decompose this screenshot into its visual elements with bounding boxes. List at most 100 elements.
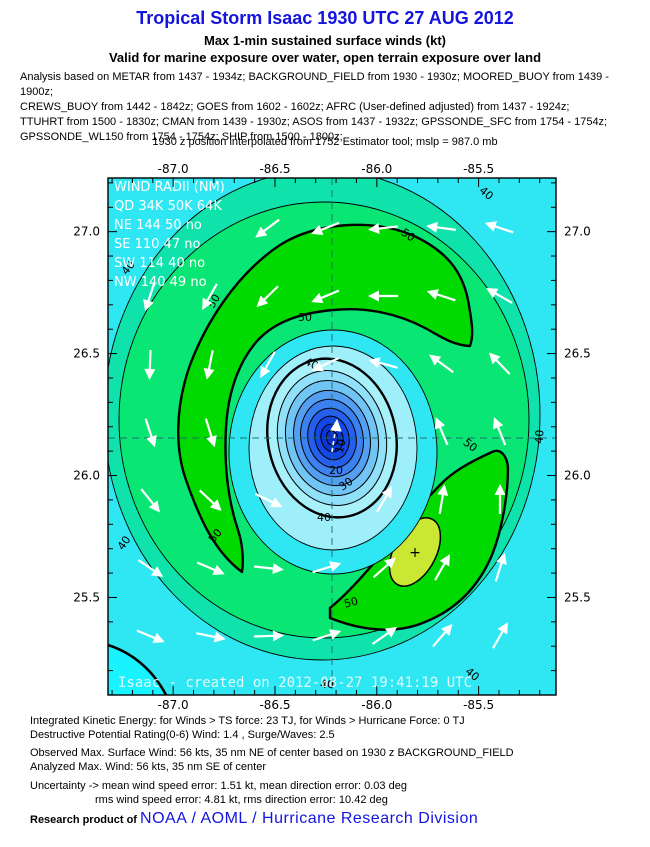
analysis-sources-block: Analysis based on METAR from 1437 - 1934… xyxy=(20,70,635,145)
wind-arrow xyxy=(434,554,450,581)
wind-arrow xyxy=(255,218,280,238)
contour-corner xyxy=(108,643,168,695)
wind-arrow xyxy=(196,631,226,643)
lon-tick-label-bottom: -85.5 xyxy=(463,698,494,712)
lat-tick-label-left: 27.0 xyxy=(73,225,100,239)
wind-radii-title: WIND RADII (NM) xyxy=(114,180,225,195)
contour-label-40: 40 xyxy=(532,429,546,444)
analyzed-max-wind-line: Analyzed Max. Wind: 56 kts, 35 nm SE of … xyxy=(30,761,266,773)
lon-tick-label-bottom: -86.0 xyxy=(361,698,392,712)
wind-arrow xyxy=(202,283,218,310)
wind-radii-table: WIND RADII (NM) QD 34K 50K 64K NE 144 50 n… xyxy=(114,180,225,290)
wind-arrow xyxy=(253,630,284,642)
lon-tick-label-top: -86.5 xyxy=(259,162,290,176)
page-title: Tropical Storm Isaac 1930 UTC 27 AUG 201… xyxy=(136,8,514,28)
wind-arrow xyxy=(494,484,506,515)
plot-frame xyxy=(107,177,557,696)
lat-tick-label-right: 27.0 xyxy=(564,225,591,239)
wind-arrows xyxy=(136,218,514,649)
wind-arrow xyxy=(311,289,340,303)
lon-tick-label-bottom: -86.5 xyxy=(259,698,290,712)
wind-arrow xyxy=(254,492,283,508)
contour-label-40: 40 xyxy=(320,678,334,691)
wind-arrow xyxy=(260,351,276,378)
wind-arrow xyxy=(137,559,164,578)
wind-arrow xyxy=(311,357,340,372)
lat-tick-label-right: 25.5 xyxy=(564,590,591,604)
wind-arrow xyxy=(312,629,342,642)
wind-arrow xyxy=(199,489,222,511)
lat-tick-label-right: 26.0 xyxy=(564,469,591,483)
wind-arrow xyxy=(143,282,156,312)
wind-radii-row: QD 34K 50K 64K xyxy=(114,199,222,214)
lat-tick-label-left: 26.5 xyxy=(73,347,100,361)
subtitle-exposure: Valid for marine exposure over water, op… xyxy=(108,50,542,65)
wind-arrow xyxy=(144,349,156,380)
wind-arrow xyxy=(486,288,513,304)
eye-rings xyxy=(266,357,398,519)
wind-arrow xyxy=(368,357,398,369)
research-org-link[interactable]: NOAA / AOML / Hurricane Research Divisio… xyxy=(140,810,479,827)
wind-arrow xyxy=(253,563,284,575)
observed-max-wind-line: Observed Max. Surface Wind: 56 kts, 35 n… xyxy=(30,747,514,759)
wind-arrow xyxy=(426,289,456,302)
wind-arrow xyxy=(204,418,217,448)
wind-arrow xyxy=(493,417,507,446)
ike-line: Integrated Kinetic Energy: for Winds > T… xyxy=(30,715,465,727)
uncertainty-line-1: Uncertainty -> mean wind speed error: 1.… xyxy=(30,780,407,792)
analysis-line-2: CREWS_BUOY from 1442 - 1842z; GOES from … xyxy=(20,101,570,113)
contour-label-50: 50 xyxy=(298,311,312,324)
lon-tick-label-bottom: -87.0 xyxy=(158,698,189,712)
wind-arrow xyxy=(144,418,157,448)
wind-arrow xyxy=(136,629,165,643)
lon-tick-label-top: -85.5 xyxy=(463,162,494,176)
wind-arrow xyxy=(203,350,215,380)
research-prefix: Research product of xyxy=(30,814,141,826)
wind-arrow xyxy=(368,223,399,234)
axis-labels: -87.0 -87.0 -86.5 -86.5 -86.0 -86.0 -85.5 -85.5… xyxy=(73,162,590,712)
wind-arrow xyxy=(196,561,225,576)
wind-arrow xyxy=(140,488,161,513)
uncertainty-line-2: rms wind speed error: 4.81 kt, rms direc… xyxy=(95,794,388,806)
wind-arrow xyxy=(431,623,453,648)
wind-band-corner-low xyxy=(108,645,166,695)
lon-tick-label-top: -87.0 xyxy=(158,162,189,176)
wind-arrow xyxy=(492,622,508,649)
axis-ticks xyxy=(108,178,556,696)
analysis-line-4: GPSSONDE_WL150 from 1754 - 1754z; SHIP f… xyxy=(20,131,343,143)
dpr-line: Destructive Potential Rating(0-6) Wind: … xyxy=(30,729,335,741)
wind-arrow xyxy=(311,221,340,235)
analysis-line-1: Analysis based on METAR from 1437 - 1934… xyxy=(20,71,609,98)
analysis-line-3: TTUHRT from 1500 - 1830z; CMAN from 1439… xyxy=(20,116,608,128)
wind-arrow xyxy=(437,484,449,514)
contour-label-10: 10 xyxy=(333,438,349,455)
wind-radii-row: SW 114 40 no xyxy=(114,256,205,271)
storm-motion-arrow xyxy=(330,418,342,453)
lat-tick-label-left: 26.0 xyxy=(73,469,100,483)
wind-arrow xyxy=(371,626,398,645)
wind-arrow xyxy=(426,221,457,233)
wind-arrow xyxy=(484,221,514,234)
position-mslp-line: 1930 z position interpolated from 1752 E… xyxy=(152,136,498,148)
wind-arrow xyxy=(434,417,449,446)
wind-arrow xyxy=(488,352,511,375)
wind-arrow xyxy=(494,552,507,582)
lat-tick-label-right: 26.5 xyxy=(564,347,591,361)
wind-band-50-crescent xyxy=(177,223,474,574)
wind-radii-row: NE 144 50 no xyxy=(114,218,202,233)
wind-arrow xyxy=(372,557,396,579)
subtitle-winds: Max 1-min sustained surface winds (kt) xyxy=(203,33,446,48)
contour-label-50: 50 xyxy=(343,595,360,611)
contour-label-20: 20 xyxy=(329,464,343,477)
wind-arrow xyxy=(368,290,399,302)
wind-radii-row: SE 110 47 no xyxy=(114,237,200,252)
wind-radii-row: NW 140 49 no xyxy=(114,275,207,290)
max-wind-marker: + xyxy=(409,545,421,561)
research-credit: Research product of NOAA / AOML / Hurric… xyxy=(30,810,640,828)
wind-arrow xyxy=(376,486,393,513)
lat-tick-label-left: 25.5 xyxy=(73,590,100,604)
contour-label-40: 40 xyxy=(317,511,331,524)
